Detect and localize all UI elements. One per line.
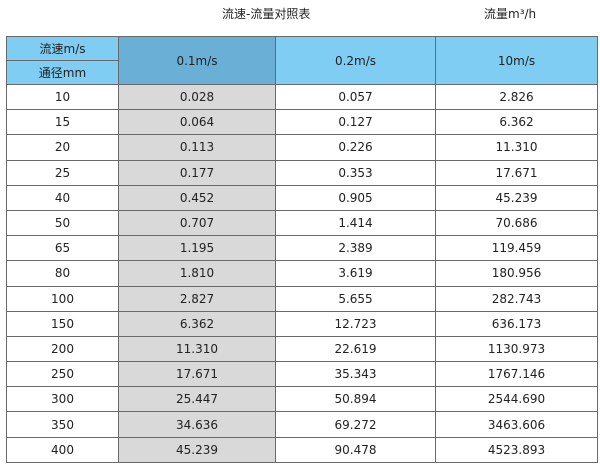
table-row: 80 1.810 3.619 180.956: [6, 260, 598, 287]
flow-cell: 0.226: [275, 134, 436, 161]
flow-cell: 69.272: [275, 411, 436, 438]
diameter-cell: 40: [6, 184, 119, 211]
table-row: 40 0.452 0.905 45.239: [6, 184, 598, 211]
flow-cell: 6.362: [435, 109, 598, 136]
flow-cell: 45.239: [118, 436, 276, 463]
table-row: 350 34.636 69.272 3463.606: [6, 411, 598, 438]
table-row: 200 11.310 22.619 1130.973: [6, 335, 598, 363]
flow-cell: 636.173: [435, 310, 598, 337]
flow-cell: 0.064: [118, 109, 276, 136]
flow-cell: 35.343: [275, 361, 436, 388]
flow-cell: 180.956: [435, 260, 598, 287]
flow-cell: 3463.606: [435, 411, 598, 438]
table-row: 100 2.827 5.655 282.743: [6, 285, 598, 312]
flow-cell: 2.826: [435, 83, 598, 111]
flow-cell: 17.671: [118, 361, 276, 388]
header-diameter: 通径mm: [6, 60, 119, 85]
flow-cell: 11.310: [118, 335, 276, 363]
flow-cell: 282.743: [435, 285, 598, 312]
table-row: 15 0.064 0.127 6.362: [6, 109, 598, 136]
diameter-cell: 300: [6, 386, 119, 413]
diameter-cell: 50: [6, 209, 119, 237]
table-row: 25 0.177 0.353 17.671: [6, 159, 598, 186]
flow-cell: 1.810: [118, 260, 276, 287]
table-row: 20 0.113 0.226 11.310: [6, 134, 598, 161]
column-header: 10m/s: [435, 36, 598, 85]
flow-cell: 1130.973: [435, 335, 598, 363]
table-row: 250 17.671 35.343 1767.146: [6, 361, 598, 388]
flow-cell: 25.447: [118, 386, 276, 413]
flow-cell: 70.686: [435, 209, 598, 237]
diameter-cell: 150: [6, 310, 119, 337]
flow-cell: 4523.893: [435, 436, 598, 463]
flow-cell: 22.619: [275, 335, 436, 363]
flow-cell: 0.028: [118, 83, 276, 111]
flow-cell: 12.723: [275, 310, 436, 337]
flow-cell: 0.057: [275, 83, 436, 111]
flow-cell: 2544.690: [435, 386, 598, 413]
diameter-cell: 350: [6, 411, 119, 438]
flow-cell: 2.827: [118, 285, 276, 312]
diameter-cell: 15: [6, 109, 119, 136]
column-header: 0.2m/s: [275, 36, 436, 85]
diameter-cell: 250: [6, 361, 119, 388]
flow-cell: 34.636: [118, 411, 276, 438]
table-row: 10 0.028 0.057 2.826: [6, 83, 598, 111]
diameter-cell: 25: [6, 159, 119, 186]
flow-cell: 6.362: [118, 310, 276, 337]
table-row: 65 1.195 2.389 119.459: [6, 235, 598, 262]
flow-cell: 0.113: [118, 134, 276, 161]
flow-cell: 45.239: [435, 184, 598, 211]
flow-cell: 2.389: [275, 235, 436, 262]
flow-cell: 0.353: [275, 159, 436, 186]
table-row: 400 45.239 90.478 4523.893: [6, 436, 598, 463]
flow-cell: 3.619: [275, 260, 436, 287]
flow-cell: 119.459: [435, 235, 598, 262]
diameter-cell: 65: [6, 235, 119, 262]
flow-cell: 1767.146: [435, 361, 598, 388]
diameter-cell: 80: [6, 260, 119, 287]
flow-cell: 1.195: [118, 235, 276, 262]
flow-cell: 0.452: [118, 184, 276, 211]
header-speed: 流速m/s: [6, 36, 119, 61]
diameter-cell: 200: [6, 335, 119, 363]
flow-cell: 0.707: [118, 209, 276, 237]
flow-cell: 17.671: [435, 159, 598, 186]
diameter-cell: 100: [6, 285, 119, 312]
table-row: 50 0.707 1.414 70.686: [6, 209, 598, 237]
diameter-cell: 10: [6, 83, 119, 111]
table-row: 150 6.362 12.723 636.173: [6, 310, 598, 337]
diameter-cell: 20: [6, 134, 119, 161]
column-header: 0.1m/s: [118, 36, 276, 85]
table-title: 流速-流量对照表: [222, 7, 311, 21]
flow-cell: 50.894: [275, 386, 436, 413]
flow-cell: 0.127: [275, 109, 436, 136]
flow-cell: 5.655: [275, 285, 436, 312]
flow-cell: 11.310: [435, 134, 598, 161]
flow-cell: 90.478: [275, 436, 436, 463]
flow-cell: 0.177: [118, 159, 276, 186]
flow-cell: 1.414: [275, 209, 436, 237]
unit-label: 流量m³/h: [484, 7, 537, 21]
flow-table: 流速m/s 0.1m/s 0.2m/s 10m/s 通径mm 10 0.028 0.…: [6, 36, 598, 463]
diameter-cell: 400: [6, 436, 119, 463]
table-row: 300 25.447 50.894 2544.690: [6, 386, 598, 413]
flow-cell: 0.905: [275, 184, 436, 211]
